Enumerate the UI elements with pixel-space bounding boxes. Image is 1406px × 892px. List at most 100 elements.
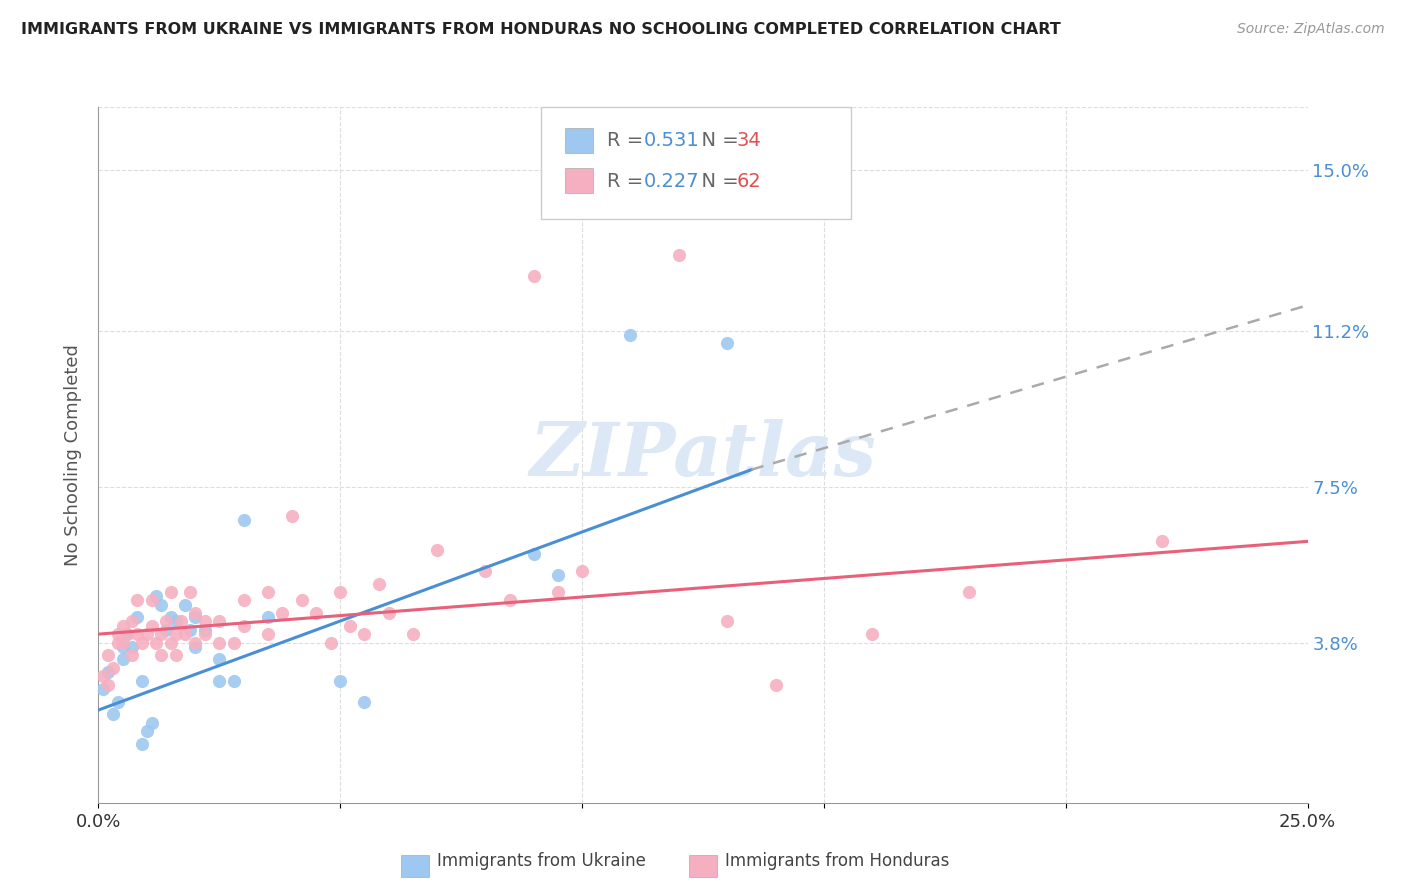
Text: ZIPatlas: ZIPatlas — [530, 418, 876, 491]
Point — [179, 623, 201, 637]
Point — [117, 627, 139, 641]
Point — [222, 635, 245, 649]
Y-axis label: No Schooling Completed: No Schooling Completed — [63, 344, 82, 566]
Point — [571, 564, 593, 578]
Point — [121, 615, 143, 629]
Point — [194, 623, 217, 637]
Point — [329, 673, 352, 688]
Point — [111, 640, 134, 654]
Point — [150, 627, 173, 641]
Point — [377, 606, 399, 620]
Point — [131, 673, 153, 688]
Point — [716, 615, 738, 629]
Point — [174, 598, 197, 612]
Point — [668, 247, 690, 261]
Point — [184, 640, 207, 654]
Point — [97, 665, 120, 679]
Point — [111, 635, 134, 649]
Point — [179, 585, 201, 599]
Point — [160, 635, 183, 649]
Text: 62: 62 — [737, 171, 762, 191]
Text: 0.227: 0.227 — [644, 171, 700, 191]
Point — [107, 695, 129, 709]
Point — [101, 661, 124, 675]
Point — [160, 585, 183, 599]
Point — [353, 627, 375, 641]
Point — [165, 648, 187, 663]
Point — [111, 618, 134, 632]
Point — [329, 585, 352, 599]
Point — [165, 627, 187, 641]
Point — [256, 585, 278, 599]
Point — [165, 615, 187, 629]
Point — [141, 593, 163, 607]
Point — [208, 635, 231, 649]
Point — [184, 606, 207, 620]
Point — [547, 568, 569, 582]
Point — [256, 627, 278, 641]
Point — [498, 593, 520, 607]
Point — [107, 635, 129, 649]
Point — [1152, 534, 1174, 549]
Point — [127, 593, 149, 607]
Point — [319, 635, 342, 649]
Point — [232, 593, 254, 607]
Point — [271, 606, 294, 620]
Point — [194, 627, 217, 641]
Text: 0.531: 0.531 — [644, 131, 700, 151]
Point — [290, 593, 312, 607]
Point — [208, 673, 231, 688]
Point — [256, 610, 278, 624]
Point — [91, 681, 114, 696]
Point — [160, 610, 183, 624]
Point — [184, 610, 207, 624]
Point — [131, 737, 153, 751]
Point — [184, 635, 207, 649]
Text: R =: R = — [607, 171, 650, 191]
Point — [765, 678, 787, 692]
Point — [208, 615, 231, 629]
Point — [155, 623, 177, 637]
Text: N =: N = — [689, 171, 745, 191]
Point — [91, 669, 114, 683]
Point — [619, 327, 641, 342]
Point — [716, 336, 738, 351]
Point — [368, 576, 391, 591]
Point — [426, 542, 449, 557]
Point — [281, 509, 304, 524]
Point — [121, 640, 143, 654]
Point — [145, 589, 167, 603]
Point — [474, 564, 496, 578]
Point — [127, 610, 149, 624]
Point — [135, 627, 157, 641]
Point — [150, 598, 173, 612]
Point — [547, 585, 569, 599]
Point — [121, 648, 143, 663]
Text: R =: R = — [607, 131, 650, 151]
Point — [97, 678, 120, 692]
Point — [523, 268, 546, 283]
Point — [141, 715, 163, 730]
Text: IMMIGRANTS FROM UKRAINE VS IMMIGRANTS FROM HONDURAS NO SCHOOLING COMPLETED CORRE: IMMIGRANTS FROM UKRAINE VS IMMIGRANTS FR… — [21, 22, 1062, 37]
Point — [402, 627, 425, 641]
Text: Source: ZipAtlas.com: Source: ZipAtlas.com — [1237, 22, 1385, 37]
Point — [135, 724, 157, 739]
Point — [155, 615, 177, 629]
Point — [339, 618, 361, 632]
Point — [145, 635, 167, 649]
Point — [127, 627, 149, 641]
Point — [111, 652, 134, 666]
Text: Immigrants from Ukraine: Immigrants from Ukraine — [437, 852, 647, 870]
Point — [150, 648, 173, 663]
Point — [305, 606, 328, 620]
Text: 34: 34 — [737, 131, 762, 151]
Point — [208, 652, 231, 666]
Point — [131, 635, 153, 649]
Point — [101, 707, 124, 722]
Point — [523, 547, 546, 561]
Text: N =: N = — [689, 131, 745, 151]
Point — [141, 618, 163, 632]
Point — [97, 648, 120, 663]
Point — [222, 673, 245, 688]
Point — [860, 627, 883, 641]
